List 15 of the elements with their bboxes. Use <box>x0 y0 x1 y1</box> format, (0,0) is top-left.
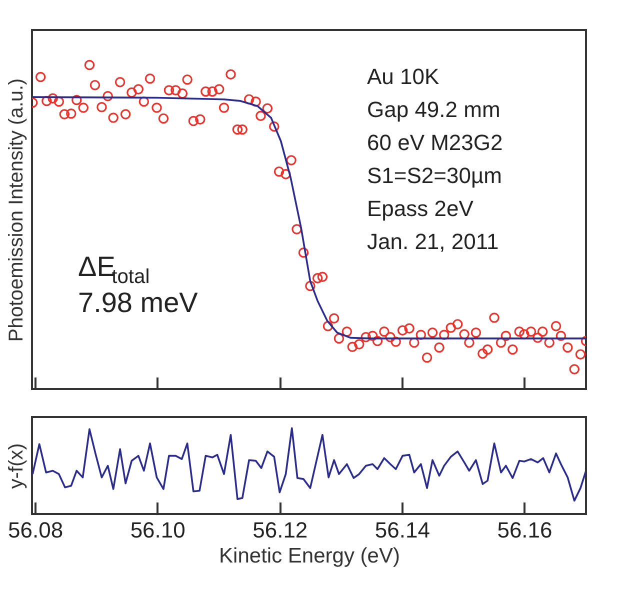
x-tick-label: 56.16 <box>497 518 552 542</box>
x-tick-label: 56.08 <box>8 518 64 542</box>
annotation: 7.98 meV <box>78 287 198 318</box>
x-axis-title: Kinetic Energy (eV) <box>219 544 400 568</box>
annotation: Epass 2eV <box>367 196 474 221</box>
annotation: Au 10K <box>367 64 440 89</box>
x-tick-label: 56.14 <box>374 518 430 542</box>
y-axis-title: Photoemission Intensity (a.u.) <box>6 78 28 342</box>
y-axis-title: y-f(x) <box>6 443 28 489</box>
annotation: 60 eV M23G2 <box>367 130 503 155</box>
x-tick-label: 56.10 <box>130 518 186 542</box>
x-tick-label: 56.12 <box>252 518 308 542</box>
annotation: Jan. 21, 2011 <box>367 229 499 254</box>
annotation: S1=S2=30µm <box>367 163 502 188</box>
annotation: Gap 49.2 mm <box>367 97 500 122</box>
